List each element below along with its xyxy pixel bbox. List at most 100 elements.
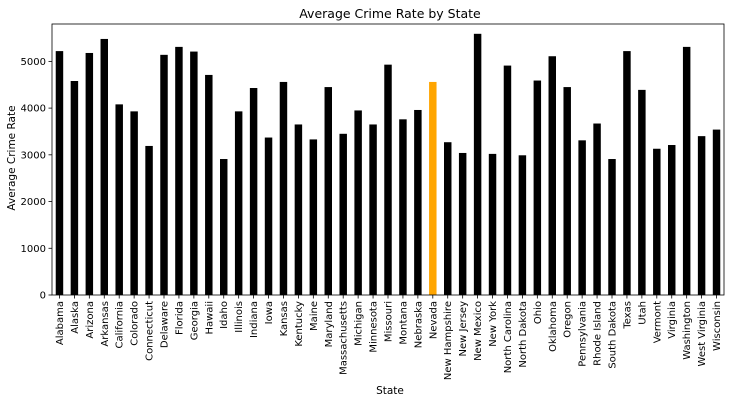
x-tick-label-arizona: Arizona <box>85 301 96 339</box>
bars-group <box>55 33 721 296</box>
x-tick-label-new-york: New York <box>488 301 499 347</box>
x-tick-label-ohio: Ohio <box>533 301 544 324</box>
bar-missouri <box>384 64 392 296</box>
x-tick-label-wisconsin: Wisconsin <box>712 301 723 351</box>
bar-idaho <box>220 159 228 295</box>
bar-montana <box>399 119 407 295</box>
x-tick-label-michigan: Michigan <box>354 301 365 346</box>
bar-massachusetts <box>339 133 347 295</box>
bar-hawaii <box>205 74 213 296</box>
y-tick-label-5000: 5000 <box>21 57 46 68</box>
x-tick-label-arkansas: Arkansas <box>100 301 111 347</box>
x-tick-label-connecticut: Connecticut <box>145 301 156 361</box>
x-tick-label-south-dakota: South Dakota <box>608 301 619 369</box>
x-tick-label-vermont: Vermont <box>652 301 663 343</box>
bar-wisconsin <box>712 129 721 295</box>
x-tick-label-nebraska: Nebraska <box>413 301 424 348</box>
x-tick-label-west-virginia: West Virginia <box>697 301 708 366</box>
y-axis-label: Average Crime Rate <box>6 105 18 210</box>
y-ticks-group: 0 1000 2000 3000 4000 5000 <box>21 57 52 302</box>
bar-pennsylvania <box>578 140 586 295</box>
x-tick-label-alaska: Alaska <box>70 301 81 334</box>
x-tick-label-maryland: Maryland <box>324 301 335 347</box>
y-tick-label-3000: 3000 <box>21 150 46 161</box>
x-tick-label-north-carolina: North Carolina <box>503 301 514 373</box>
bar-north-carolina <box>503 65 512 295</box>
x-tick-label-indiana: Indiana <box>249 301 260 338</box>
x-tick-label-new-hampshire: New Hampshire <box>443 301 454 380</box>
bar-georgia <box>190 51 198 295</box>
bar-florida <box>175 46 183 295</box>
bar-iowa <box>264 137 273 295</box>
x-ticks-group: Alabama Alaska Arizona Arkansas California Co… <box>55 295 723 380</box>
bar-oklahoma <box>548 56 556 295</box>
bar-virginia <box>668 145 676 295</box>
bar-ohio <box>533 80 542 295</box>
y-tick-label-1000: 1000 <box>21 244 46 255</box>
x-tick-label-virginia: Virginia <box>667 301 678 339</box>
bar-alaska <box>70 81 79 295</box>
x-tick-label-alabama: Alabama <box>55 301 66 345</box>
x-tick-label-maine: Maine <box>309 301 320 331</box>
x-tick-label-oregon: Oregon <box>563 301 574 338</box>
x-tick-label-florida: Florida <box>174 301 185 335</box>
bar-new-york <box>488 153 497 295</box>
x-tick-label-missouri: Missouri <box>384 301 395 342</box>
bar-kansas <box>279 81 288 295</box>
bar-west-virginia <box>697 136 706 295</box>
x-tick-label-washington: Washington <box>682 301 693 360</box>
x-tick-label-minnesota: Minnesota <box>369 301 380 353</box>
bar-arizona <box>85 52 94 295</box>
chart-title: Average Crime Rate by State <box>299 6 481 21</box>
bar-south-dakota <box>608 159 616 295</box>
x-tick-label-new-jersey: New Jersey <box>458 301 469 357</box>
x-tick-label-kansas: Kansas <box>279 301 290 336</box>
x-tick-label-utah: Utah <box>637 301 648 325</box>
x-tick-label-pennsylvania: Pennsylvania <box>578 301 589 367</box>
bar-maryland <box>324 87 332 295</box>
bar-oregon <box>563 87 571 295</box>
bar-texas <box>623 51 631 295</box>
x-tick-label-hawaii: Hawaii <box>204 301 215 335</box>
x-tick-label-oklahoma: Oklahoma <box>548 301 559 352</box>
bar-colorado <box>130 111 138 296</box>
x-tick-label-georgia: Georgia <box>189 301 200 340</box>
bar-minnesota <box>369 124 377 296</box>
x-tick-label-idaho: Idaho <box>219 301 230 329</box>
bar-michigan <box>354 110 362 295</box>
bar-new-hampshire <box>444 142 452 295</box>
bar-nevada <box>429 81 437 295</box>
x-tick-label-iowa: Iowa <box>264 301 275 324</box>
y-tick-label-0: 0 <box>40 291 46 302</box>
x-axis-label: State <box>376 385 404 397</box>
bar-new-mexico <box>473 33 482 296</box>
bar-new-jersey <box>458 152 467 295</box>
bar-nebraska <box>414 109 422 295</box>
x-tick-label-north-dakota: North Dakota <box>518 301 529 368</box>
bar-arkansas <box>100 38 108 295</box>
plot-frame <box>51 23 725 296</box>
bar-utah <box>638 89 646 295</box>
x-tick-label-montana: Montana <box>398 301 409 345</box>
bar-california <box>115 104 123 296</box>
x-tick-label-illinois: Illinois <box>234 301 245 333</box>
x-tick-label-nevada: Nevada <box>428 301 439 339</box>
bar-washington <box>682 46 691 295</box>
bar-north-dakota <box>518 155 527 295</box>
bar-vermont <box>653 148 661 295</box>
x-tick-label-texas: Texas <box>622 301 633 330</box>
x-tick-label-delaware: Delaware <box>160 301 171 348</box>
x-tick-label-kentucky: Kentucky <box>294 301 305 347</box>
bar-connecticut <box>145 145 153 295</box>
bar-delaware <box>160 54 168 296</box>
y-tick-label-2000: 2000 <box>21 197 46 208</box>
x-tick-label-massachusetts: Massachusetts <box>339 301 350 375</box>
x-tick-label-california: California <box>115 301 126 349</box>
bar-rhode-island <box>593 123 601 296</box>
bar-maine <box>309 139 318 295</box>
x-tick-label-rhode-island: Rhode Island <box>593 301 604 366</box>
bar-indiana <box>249 88 258 295</box>
x-tick-label-new-mexico: New Mexico <box>473 301 484 361</box>
